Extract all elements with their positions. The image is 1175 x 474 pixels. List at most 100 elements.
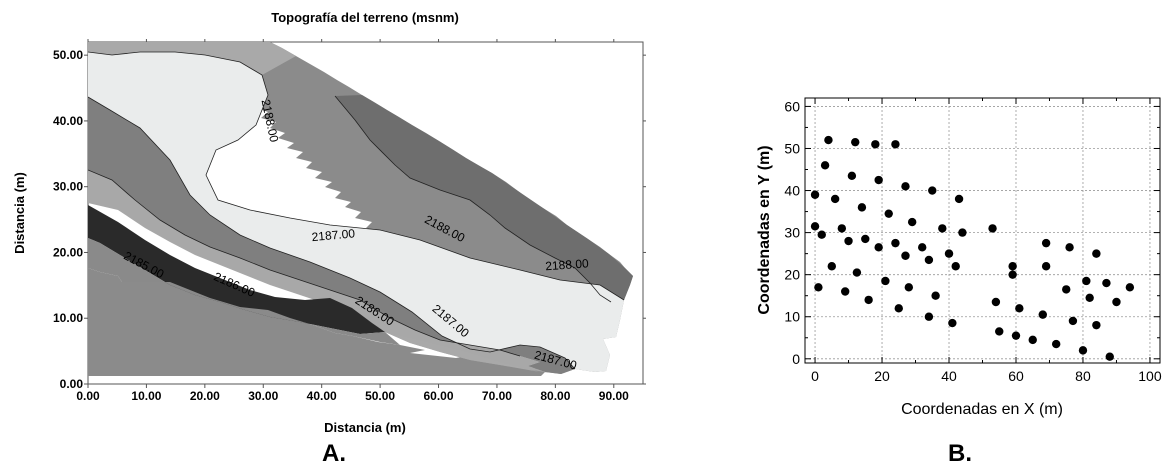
- scatter-point: [1008, 270, 1017, 279]
- x-tick-label: 30.00: [248, 389, 278, 403]
- y-tick-label: 0.00: [60, 377, 84, 391]
- x-tick-label: 80: [1075, 368, 1091, 384]
- scatter-point: [1041, 262, 1051, 271]
- y-tick-label: 20.00: [53, 245, 83, 259]
- contour-region-2185-lower: [88, 238, 400, 345]
- scatter-point: [928, 186, 937, 195]
- scatter-point: [1085, 293, 1094, 303]
- scatter-point: [844, 236, 853, 246]
- contour-region-lower-light: [385, 332, 540, 372]
- y-tick-label: 10: [784, 309, 800, 325]
- x-tick-label: 20.00: [190, 389, 220, 403]
- scatter-point: [851, 137, 860, 147]
- contour-label: 2188.00: [545, 256, 590, 273]
- scatter-point: [1078, 346, 1088, 355]
- scatter-point: [1065, 243, 1074, 252]
- scatter-point: [924, 312, 934, 321]
- scatter-point: [907, 217, 917, 227]
- contour-fill-group: [88, 42, 633, 376]
- scatter-point: [958, 228, 967, 237]
- x-tick-label: 100: [1138, 368, 1162, 384]
- scatter-point: [871, 140, 880, 149]
- scatter-chart: 0 20 40 60 80 100 0 10 20 30 40 50 60 Coordenadas en…: [756, 97, 1162, 418]
- scatter-point: [861, 234, 870, 244]
- scatter-point: [988, 224, 997, 233]
- scatter-point: [1105, 352, 1114, 361]
- scatter-point: [901, 251, 910, 260]
- scatter-point: [1038, 310, 1047, 319]
- scatter-point: [837, 224, 847, 233]
- scatter-point: [852, 268, 862, 277]
- scatter-point: [1125, 283, 1135, 292]
- scatter-point: [814, 283, 823, 292]
- scatter-point: [954, 194, 964, 204]
- contour-line: [88, 96, 576, 370]
- scatter-point: [1041, 238, 1051, 248]
- scatter-point: [874, 243, 883, 252]
- x-tick-label: 40.00: [307, 389, 337, 403]
- contour-line: [88, 51, 625, 301]
- x-tick-label: 20: [874, 368, 890, 384]
- x-axis-label: Distancia (m): [324, 420, 406, 435]
- scatter-point: [1082, 276, 1091, 286]
- scatter-point: [820, 161, 830, 170]
- scatter-point: [840, 287, 850, 296]
- contour-region-2186-upper: [88, 97, 575, 374]
- contour-region-2189: [335, 95, 633, 302]
- panel-label-a: A.: [322, 440, 346, 467]
- scatter-point: [894, 304, 903, 313]
- x-tick-label: 70.00: [482, 389, 512, 403]
- contour-lines: [88, 51, 625, 370]
- axes-a: 0.00 10.00 20.00 30.00 40.00 50.00 60.00 70.00 8…: [53, 39, 646, 403]
- contour-region-2187: [88, 52, 624, 372]
- scatter-point: [991, 297, 1001, 307]
- scatter-point: [1051, 339, 1061, 349]
- y-axis-label-b: Coordenadas en Y (m): [756, 145, 773, 314]
- x-tick-label: 60: [1008, 368, 1024, 384]
- scatter-point: [951, 262, 960, 271]
- scatter-point: [891, 238, 900, 248]
- scatter-point: [1102, 278, 1111, 288]
- scatter-point: [924, 255, 934, 265]
- grid-b: [805, 98, 1160, 363]
- x-tick-label: 10.00: [131, 389, 161, 403]
- y-tick-label: 40.00: [53, 114, 83, 128]
- scatter-point: [918, 243, 927, 252]
- y-tick-label: 10.00: [53, 311, 83, 325]
- x-tick-label: 80.00: [540, 389, 570, 403]
- scatter-point: [904, 283, 914, 292]
- scatter-point: [874, 175, 883, 185]
- scatter-point: [891, 140, 900, 149]
- y-tick-label: 20: [784, 267, 800, 283]
- scatter-point: [948, 318, 957, 328]
- contour-region-upper-light: [88, 42, 296, 75]
- scatter-point: [817, 230, 826, 239]
- scatter-point: [847, 171, 857, 181]
- scatter-point: [1092, 320, 1101, 330]
- scatter-point: [1015, 304, 1024, 313]
- scatter-point: [1028, 335, 1037, 345]
- y-tick-label: 30: [784, 225, 800, 241]
- y-tick-label: 40: [784, 183, 800, 199]
- scatter-point: [1092, 249, 1101, 258]
- scatter-point: [1062, 285, 1071, 294]
- contour-region-black: [88, 205, 385, 334]
- scatter-point: [1011, 331, 1021, 340]
- y-tick-label: 50: [784, 140, 800, 156]
- x-tick-label: 90.00: [599, 389, 629, 403]
- scatter-point: [881, 276, 890, 286]
- contour-line: [334, 95, 612, 303]
- scatter-point: [864, 295, 873, 305]
- y-tick-label: 30.00: [53, 180, 83, 194]
- y-tick-label: 50.00: [53, 48, 83, 62]
- scatter-point: [824, 135, 833, 145]
- x-tick-label: 60.00: [424, 389, 454, 403]
- scatter-point: [857, 203, 867, 212]
- scatter-point: [810, 190, 820, 199]
- x-axis-label-b: Coordenadas en X (m): [901, 401, 1063, 418]
- scatter-point: [944, 249, 954, 258]
- scatter-point: [995, 327, 1004, 336]
- contour-line: [88, 169, 521, 357]
- y-tick-label: 0: [792, 351, 800, 367]
